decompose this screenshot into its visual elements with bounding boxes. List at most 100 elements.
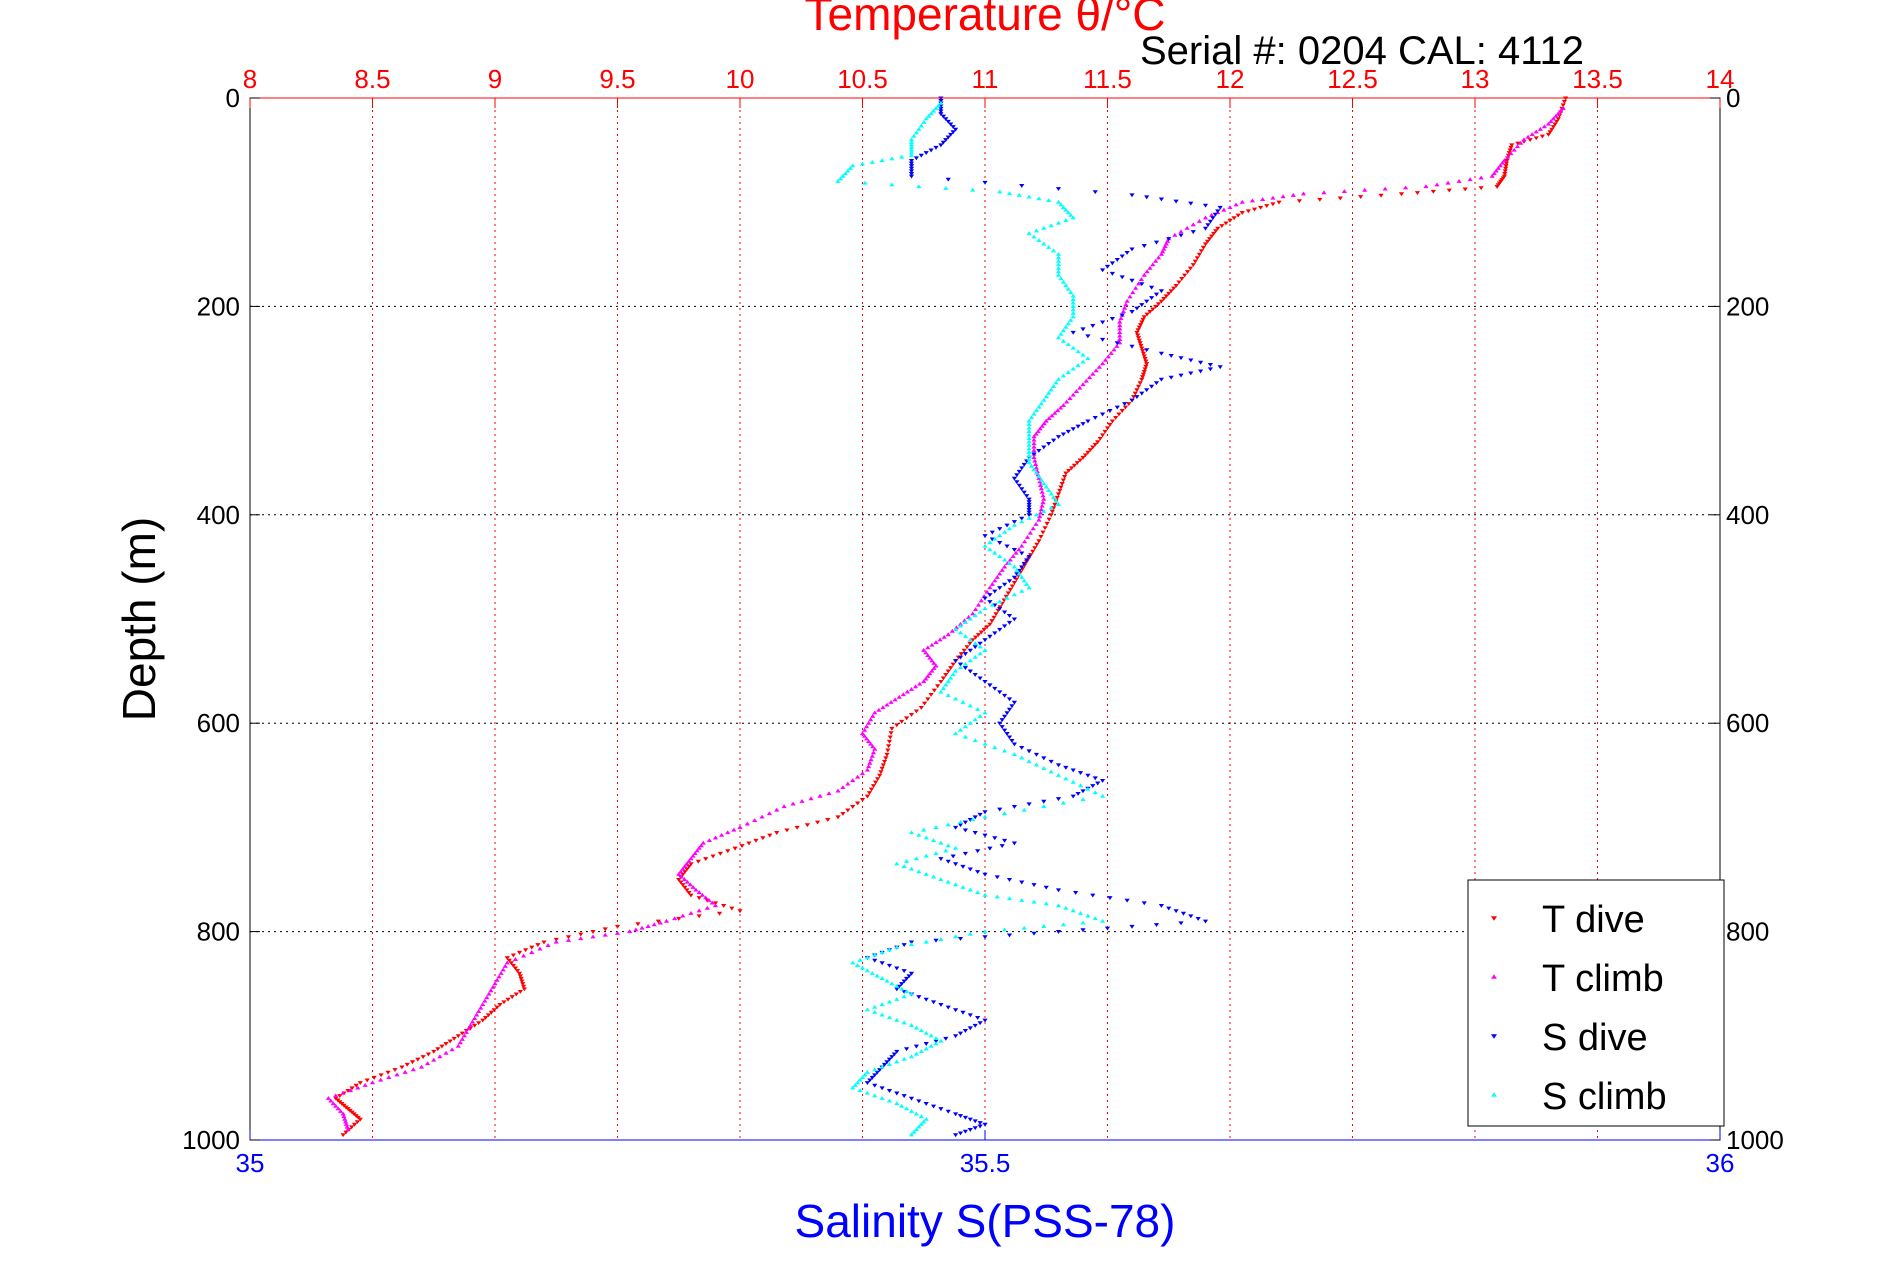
- data-point: [982, 596, 988, 601]
- data-point: [1065, 370, 1071, 374]
- data-point: [884, 978, 890, 983]
- data-point: [864, 767, 870, 772]
- data-point: [1010, 554, 1016, 559]
- data-point: [378, 1073, 384, 1078]
- data-point: [1077, 771, 1084, 776]
- data-point: [913, 1111, 919, 1116]
- data-point: [1317, 197, 1323, 202]
- data-point: [459, 1036, 465, 1041]
- data-point: [337, 1094, 343, 1099]
- data-point: [690, 853, 696, 858]
- data-point: [1090, 445, 1096, 450]
- data-point: [911, 1129, 917, 1134]
- data-point: [1060, 800, 1066, 805]
- data-point: [975, 849, 981, 854]
- data-point: [908, 1023, 915, 1027]
- data-point: [972, 673, 978, 677]
- data-point: [1178, 356, 1184, 361]
- data-point: [957, 819, 964, 824]
- data-point: [1063, 207, 1069, 212]
- data-point: [486, 991, 492, 996]
- data-point: [1149, 285, 1155, 290]
- data-point: [1239, 211, 1245, 215]
- data-point: [1041, 508, 1047, 513]
- data-point: [960, 884, 966, 889]
- data-point: [1043, 484, 1049, 489]
- data-point: [943, 138, 949, 143]
- data-point: [1493, 168, 1499, 173]
- data-point: [717, 851, 723, 856]
- data-point: [938, 1002, 944, 1007]
- data-point: [431, 1049, 437, 1054]
- data-point: [960, 864, 966, 869]
- data-point: [953, 696, 959, 701]
- data-point: [696, 845, 702, 850]
- data-point: [1048, 513, 1054, 518]
- data-point: [1144, 388, 1150, 393]
- data-point: [496, 974, 502, 979]
- left-tick-label: 400: [197, 500, 240, 530]
- data-point: [982, 1122, 988, 1127]
- data-point: [1058, 276, 1064, 281]
- data-point: [1108, 350, 1114, 355]
- data-point: [1064, 399, 1070, 404]
- data-point: [676, 917, 682, 921]
- data-point: [349, 1086, 355, 1091]
- legend: T dive T climb S dive S climb: [1467, 879, 1725, 1127]
- data-point: [696, 914, 702, 919]
- data-point: [1135, 333, 1141, 338]
- data-point: [987, 634, 993, 639]
- data-point: [908, 171, 915, 176]
- data-point: [879, 158, 885, 163]
- data-point: [1083, 378, 1089, 383]
- data-point: [784, 828, 790, 833]
- data-point: [933, 1041, 939, 1046]
- data-point: [894, 1091, 900, 1096]
- data-point: [964, 645, 970, 650]
- data-point: [1024, 494, 1030, 499]
- data-point: [904, 989, 910, 994]
- data-point: [879, 1002, 885, 1007]
- data-point: [385, 1070, 391, 1075]
- data-point: [904, 689, 911, 694]
- data-point: [938, 937, 944, 941]
- data-point: [1501, 158, 1507, 163]
- data-point: [759, 814, 765, 819]
- data-point: [918, 1122, 924, 1126]
- data-point: [962, 1029, 968, 1033]
- data-point: [512, 966, 519, 971]
- data-point: [1043, 394, 1049, 399]
- data-point: [343, 1130, 349, 1135]
- data-point: [1036, 474, 1042, 479]
- data-point: [982, 929, 988, 934]
- data-point: [857, 1088, 863, 1093]
- data-point: [1207, 363, 1213, 367]
- data-point: [1060, 922, 1066, 927]
- data-point: [864, 1007, 870, 1012]
- data-point: [908, 686, 915, 691]
- top-tick-label: 13.5: [1572, 64, 1623, 94]
- data-point: [521, 987, 527, 992]
- data-point: [716, 911, 723, 916]
- data-point: [1137, 341, 1143, 346]
- data-point: [875, 777, 881, 782]
- data-point: [926, 113, 932, 118]
- data-point: [1080, 920, 1086, 925]
- data-point: [1070, 794, 1076, 799]
- data-point: [847, 165, 853, 170]
- data-point: [688, 862, 694, 867]
- data-point: [1129, 344, 1135, 349]
- data-point: [1055, 258, 1062, 263]
- data-point: [1055, 763, 1062, 768]
- data-point: [1173, 909, 1179, 914]
- data-point: [938, 109, 944, 114]
- data-point: [614, 924, 621, 929]
- data-point: [1033, 512, 1040, 517]
- data-point: [1033, 752, 1040, 757]
- data-point: [1508, 145, 1514, 150]
- data-point: [1153, 304, 1159, 309]
- data-point: [704, 905, 710, 910]
- data-point: [1026, 453, 1032, 458]
- data-point: [1026, 425, 1032, 430]
- data-point: [977, 609, 983, 614]
